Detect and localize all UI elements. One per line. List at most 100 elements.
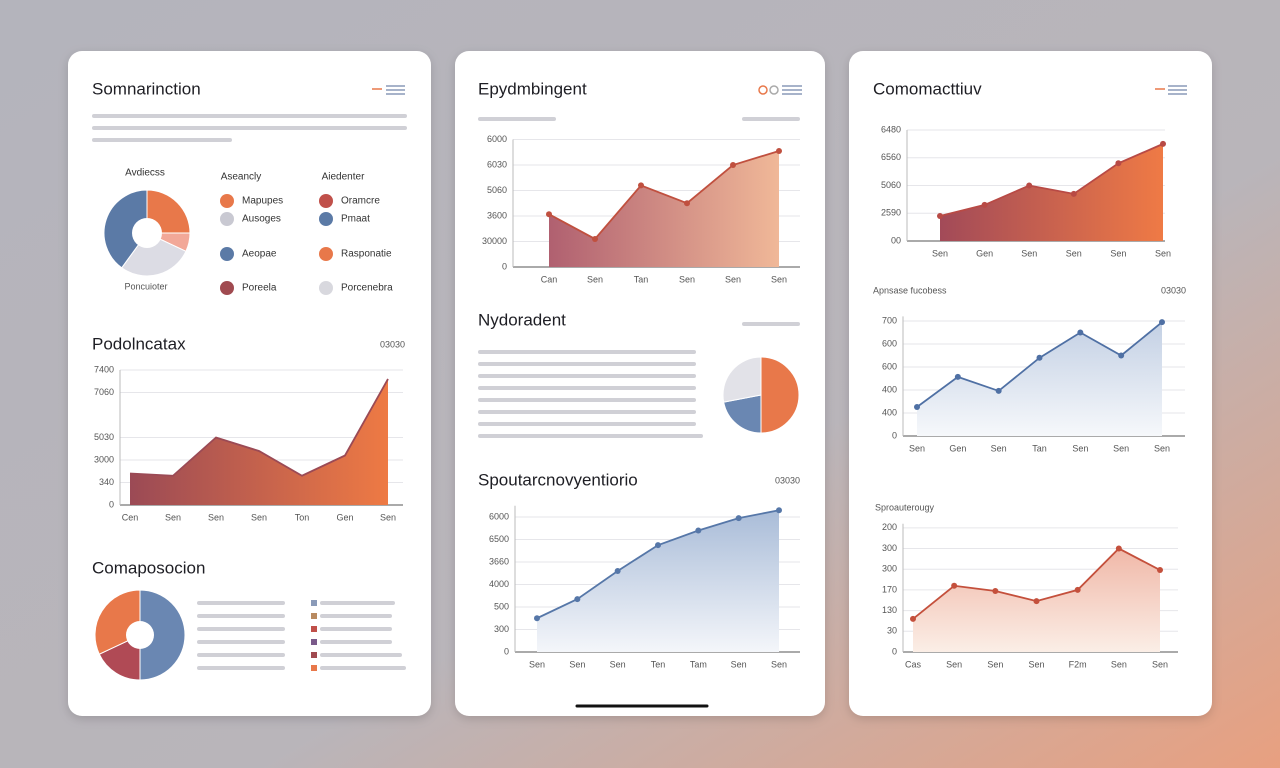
x-tick-label: Sen bbox=[1110, 248, 1126, 258]
x-tick-label: Can bbox=[541, 274, 558, 284]
x-tick-label: Tam bbox=[690, 659, 707, 669]
line bbox=[939, 143, 1164, 217]
point bbox=[695, 527, 702, 534]
y-tick-label: 0 bbox=[892, 430, 897, 440]
panel-title: Epydmbingent bbox=[478, 79, 587, 98]
point bbox=[546, 211, 552, 218]
x-tick-label: Sen bbox=[380, 512, 396, 522]
y-tick-label: 500 bbox=[494, 601, 509, 611]
chart-title: Sproauterougy bbox=[875, 502, 935, 512]
y-tick-label: 300 bbox=[882, 543, 897, 553]
y-tick-label: 7060 bbox=[94, 387, 114, 397]
y-tick-label: 7400 bbox=[94, 364, 114, 374]
point bbox=[995, 387, 1002, 394]
area bbox=[549, 150, 779, 267]
x-tick-label: Sen bbox=[991, 443, 1007, 453]
y-tick-label: 5060 bbox=[487, 185, 507, 195]
point bbox=[574, 596, 581, 603]
x-tick-label: Sen bbox=[1072, 443, 1088, 453]
x-tick-label: Sen bbox=[1155, 248, 1171, 258]
point bbox=[910, 615, 916, 622]
y-tick-label: 00 bbox=[891, 235, 901, 245]
x-tick-label: Tan bbox=[634, 274, 649, 284]
legend-label: Poreela bbox=[242, 283, 277, 294]
y-tick-label: 6000 bbox=[487, 134, 507, 144]
point bbox=[1115, 160, 1122, 167]
legend-label: Rasponatie bbox=[341, 249, 392, 260]
y-tick-label: 400 bbox=[882, 407, 897, 417]
x-tick-label: Sen bbox=[1066, 248, 1082, 258]
menu-icons bbox=[372, 85, 1187, 95]
area bbox=[917, 322, 1162, 436]
x-tick-label: Cas bbox=[905, 659, 922, 669]
y-tick-label: 6030 bbox=[487, 159, 507, 169]
point bbox=[684, 200, 690, 207]
chart-caption: Poncuioter bbox=[124, 281, 167, 291]
y-tick-label: 6480 bbox=[881, 124, 901, 134]
point bbox=[1036, 354, 1043, 361]
point bbox=[951, 582, 958, 589]
annotation: 03030 bbox=[1161, 285, 1186, 295]
y-tick-label: 0 bbox=[504, 646, 509, 656]
point bbox=[655, 542, 661, 549]
area bbox=[130, 379, 388, 505]
y-tick-label: 3660 bbox=[489, 556, 509, 566]
pie-slice bbox=[723, 394, 762, 434]
x-tick-label: Sen bbox=[771, 274, 787, 284]
point bbox=[914, 404, 920, 411]
line bbox=[548, 150, 780, 241]
pie-slice bbox=[103, 189, 148, 269]
x-tick-label: Sen bbox=[1152, 659, 1168, 669]
x-tick-label: Ten bbox=[651, 659, 666, 669]
line bbox=[129, 378, 389, 477]
y-tick-label: 700 bbox=[882, 315, 897, 325]
point bbox=[1077, 329, 1084, 336]
x-tick-label: Sen bbox=[1111, 659, 1127, 669]
point bbox=[638, 182, 644, 189]
point bbox=[1033, 598, 1040, 605]
legend-icon bbox=[220, 281, 234, 295]
donut-hole bbox=[132, 218, 162, 248]
text-placeholder bbox=[92, 114, 800, 671]
legend-icon bbox=[319, 194, 333, 208]
point bbox=[1115, 545, 1122, 552]
legend-icon bbox=[319, 212, 333, 226]
x-tick-label: Cen bbox=[122, 512, 139, 522]
point bbox=[1159, 319, 1165, 326]
x-tick-label: Ton bbox=[295, 512, 310, 522]
x-tick-label: Gen bbox=[949, 443, 966, 453]
pie-slice bbox=[139, 589, 186, 681]
y-tick-label: 400 bbox=[882, 384, 897, 394]
point bbox=[937, 213, 943, 220]
legend-header: Aiedenter bbox=[322, 172, 365, 183]
x-tick-label: Sen bbox=[987, 659, 1003, 669]
x-tick-label: Sen bbox=[610, 659, 626, 669]
point bbox=[735, 515, 742, 522]
x-tick-label: Sen bbox=[165, 512, 181, 522]
x-tick-label: Sen bbox=[731, 659, 747, 669]
point bbox=[534, 615, 540, 622]
x-tick-label: Sen bbox=[1154, 443, 1170, 453]
legend-icon bbox=[220, 247, 234, 261]
y-tick-label: 130 bbox=[882, 605, 897, 615]
area bbox=[940, 143, 1163, 241]
pie-slice bbox=[722, 356, 762, 403]
point bbox=[592, 235, 598, 242]
point bbox=[1118, 352, 1125, 359]
y-tick-label: 600 bbox=[882, 338, 897, 348]
point bbox=[954, 373, 961, 380]
legend-icon bbox=[319, 247, 333, 261]
x-tick-label: Gen bbox=[336, 512, 353, 522]
y-tick-label: 3600 bbox=[487, 210, 507, 220]
y-tick-label: 6560 bbox=[881, 152, 901, 162]
point bbox=[992, 587, 999, 594]
x-tick-label: Gen bbox=[976, 248, 993, 258]
legend-icon bbox=[220, 212, 234, 226]
y-tick-label: 300 bbox=[494, 624, 509, 634]
y-tick-label: 200 bbox=[882, 522, 897, 532]
y-tick-label: 340 bbox=[99, 477, 114, 487]
y-tick-label: 30 bbox=[887, 626, 897, 636]
area bbox=[913, 548, 1160, 652]
